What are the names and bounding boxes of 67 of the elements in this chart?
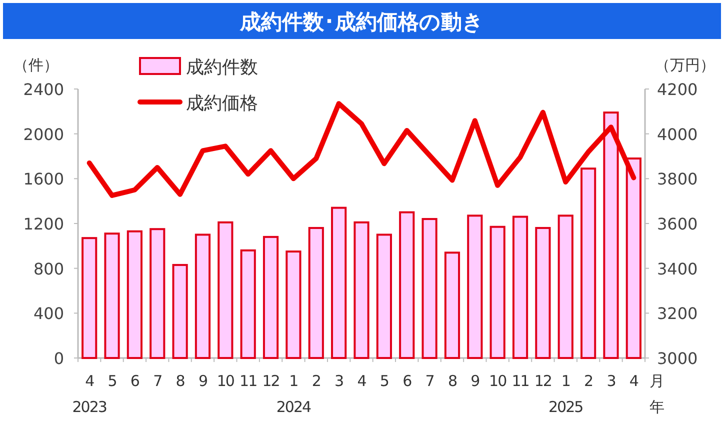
x-tick-label: 8 xyxy=(448,372,457,390)
bar xyxy=(218,221,234,359)
chart-title: 成約件数･成約価格の動き xyxy=(239,10,484,34)
y2-tick-label: 3400 xyxy=(657,259,698,278)
x-tick-label: 3 xyxy=(606,372,616,390)
x-tick-label: 9 xyxy=(470,372,480,390)
x-tick-label: 6 xyxy=(402,372,412,390)
bar xyxy=(194,234,211,359)
x-tick-label: 4 2023 xyxy=(72,372,107,416)
y-tick-label: 800 xyxy=(33,259,64,278)
x-tick-label: 10 xyxy=(489,372,507,390)
bar xyxy=(331,206,347,359)
bar xyxy=(172,264,188,359)
x-tick-label: 10 xyxy=(216,372,234,390)
x-tick-label: 6 xyxy=(130,372,140,390)
bar xyxy=(580,168,596,359)
bar xyxy=(104,232,120,359)
bar xyxy=(490,226,506,359)
x-tick-label: 7 xyxy=(153,372,162,390)
x-tick-label: 9 xyxy=(198,372,208,390)
bar xyxy=(82,237,98,359)
x-tick-label: 2 xyxy=(312,372,321,390)
x-tick-label: 8 xyxy=(176,372,185,390)
legend-label: 成約価格 xyxy=(186,93,258,114)
y-tick-label: 2400 xyxy=(23,80,64,99)
bar xyxy=(399,211,415,359)
x-tick-label: 7 xyxy=(425,372,434,390)
y-tick-label: 1600 xyxy=(23,170,64,189)
y-tick-label: 1200 xyxy=(23,214,64,234)
bar xyxy=(422,218,438,359)
x-tick-label: 2 xyxy=(584,372,594,390)
y2-tick-label: 4000 xyxy=(657,124,698,144)
x-tick-label: 5 xyxy=(108,372,117,390)
bar xyxy=(558,214,574,359)
bar xyxy=(150,228,166,359)
bar xyxy=(354,221,370,359)
bar xyxy=(444,252,460,359)
y-tick-label: 400 xyxy=(33,304,64,324)
bar xyxy=(376,234,392,359)
y-tick-label: 0 xyxy=(54,349,64,368)
y2-tick-label: 4200 xyxy=(657,80,698,99)
bar xyxy=(126,230,143,359)
bar xyxy=(535,226,551,359)
y-tick-label: 2000 xyxy=(23,124,64,144)
x-axis-title: 月年 xyxy=(650,372,664,416)
y2-tick-label: 3200 xyxy=(657,304,698,324)
y2-axis-title: （万円） xyxy=(655,56,715,74)
x-tick-label: 11 xyxy=(240,372,258,390)
x-tick-label: 3 xyxy=(334,372,344,390)
bar xyxy=(308,226,324,359)
bar xyxy=(512,216,528,359)
y2-tick-label: 3800 xyxy=(657,170,698,189)
bar xyxy=(603,112,619,359)
bar xyxy=(626,157,642,359)
legend-label: 成約件数 xyxy=(186,57,258,78)
y2-tick-label: 3600 xyxy=(657,214,698,234)
y2-tick-label: 3000 xyxy=(657,349,698,368)
y-axis-title: （件） xyxy=(14,56,58,74)
x-tick-label: 4 xyxy=(629,372,638,390)
bar xyxy=(262,236,279,359)
x-tick-label: 11 xyxy=(512,372,530,390)
bar xyxy=(286,250,302,359)
bar xyxy=(240,249,256,359)
bar xyxy=(467,214,483,359)
x-tick-label: 5 xyxy=(380,372,389,390)
x-tick-label: 12 xyxy=(534,372,552,390)
x-tick-label: 4 xyxy=(357,372,366,390)
